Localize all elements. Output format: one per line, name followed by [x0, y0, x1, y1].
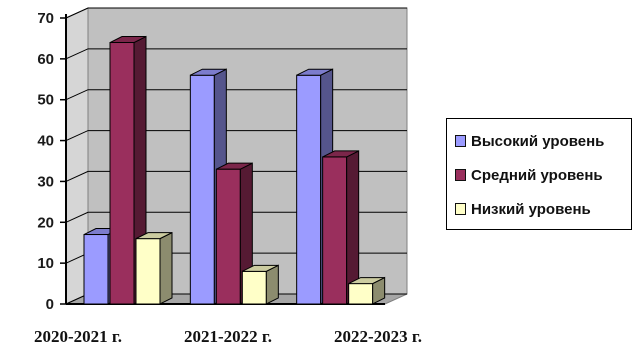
bar-side [159, 231, 173, 305]
y-tick-label: 20 [37, 214, 54, 231]
y-tick-label: 60 [37, 51, 54, 68]
bar-top [348, 277, 385, 285]
legend-label-low: Низкий уровень [471, 200, 591, 218]
bar [215, 162, 253, 305]
bar [322, 150, 360, 305]
bar-front [241, 270, 267, 305]
y-tick-label: 40 [37, 133, 54, 150]
y-tick-label: 30 [37, 173, 54, 190]
bar [348, 276, 386, 305]
y-tick-label: 70 [37, 10, 54, 27]
y-tick-label: 10 [37, 255, 54, 272]
x-category-labels: 2020-2021 г. 2021-2022 г. 2022-2023 г. [34, 327, 422, 346]
legend-swatch-low [455, 203, 466, 215]
bar-front [348, 283, 374, 305]
bars [83, 35, 386, 305]
legend-item-low: Низкий уровень [455, 199, 591, 219]
bar-side [265, 264, 279, 305]
bar-front [296, 74, 322, 305]
bar-top [190, 68, 227, 76]
legend-label-high: Высокий уровень [471, 132, 605, 150]
bar-front [83, 234, 109, 305]
legend-swatch-high [455, 135, 466, 147]
x-category-label: 2020-2021 г. [34, 327, 122, 346]
legend-label-medium: Средний уровень [471, 166, 603, 184]
legend: Высокий уровень Средний уровень Низкий у… [446, 118, 632, 230]
bar-top [242, 264, 279, 272]
y-tick-labels: 0 10 20 30 40 50 60 70 [37, 10, 54, 313]
y-tick-label: 0 [46, 296, 54, 313]
bar [241, 264, 279, 305]
bar-top [135, 232, 173, 240]
bar-top [109, 36, 147, 44]
bar-front [189, 74, 215, 305]
legend-swatch-medium [455, 169, 466, 181]
legend-item-high: Высокий уровень [455, 131, 604, 151]
bar-top [322, 150, 359, 158]
bar [109, 35, 147, 305]
x-category-label: 2022-2023 г. [334, 327, 422, 346]
gridline [65, 7, 407, 19]
bar-front [135, 238, 161, 305]
bar-top [296, 68, 333, 76]
bar-front [322, 156, 348, 305]
y-tick-label: 50 [37, 92, 54, 109]
bar-front [109, 42, 135, 305]
bar-front [215, 168, 241, 305]
x-category-label: 2021-2022 г. [184, 327, 272, 346]
bar [135, 231, 173, 305]
gridline [65, 48, 407, 60]
legend-item-medium: Средний уровень [455, 165, 603, 185]
bar-top [216, 162, 253, 170]
